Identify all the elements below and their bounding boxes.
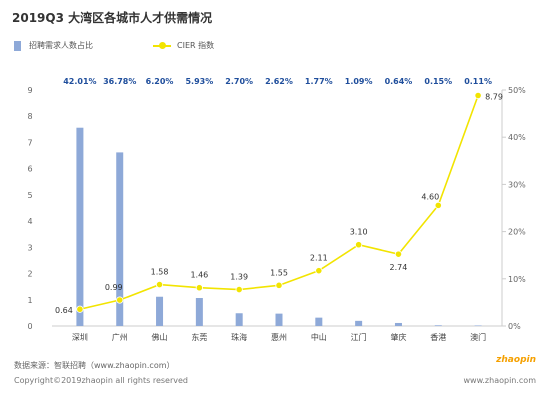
footer-url: www.zhaopin.com xyxy=(463,376,536,385)
bar-2 xyxy=(156,296,164,326)
zhaopin-logo: zhaopin xyxy=(496,355,536,365)
bar-9 xyxy=(434,325,442,326)
category-label: 深圳 xyxy=(72,332,88,342)
logo-accent: pin xyxy=(520,355,536,365)
cier-point-label: 1.39 xyxy=(230,273,248,282)
bar-value-label: 2.70% xyxy=(225,77,253,86)
bar-value-label: 0.15% xyxy=(424,77,452,86)
category-label: 广州 xyxy=(112,332,128,342)
cier-point xyxy=(235,285,243,294)
cier-point xyxy=(394,250,403,258)
category-label: 江门 xyxy=(351,332,367,342)
right-tick-label: 40% xyxy=(508,133,526,142)
category-label: 澳门 xyxy=(470,332,486,342)
bar-value-label: 42.01% xyxy=(63,77,96,86)
cier-point xyxy=(76,305,84,313)
bar-value-label: 5.93% xyxy=(185,77,213,86)
cier-point-label: 1.55 xyxy=(270,268,288,277)
bar-value-label: 1.77% xyxy=(305,77,333,86)
cier-point xyxy=(474,91,482,100)
category-label: 惠州 xyxy=(271,332,287,342)
legend-bar-label: 招聘需求人数占比 xyxy=(29,41,93,50)
copyright: Copyright©2019zhaopin all rights reserve… xyxy=(14,376,188,385)
bar-5 xyxy=(275,313,283,326)
cier-point-label: 2.74 xyxy=(390,263,408,272)
cier-point-label: 8.79 xyxy=(485,93,503,102)
category-label: 佛山 xyxy=(152,332,168,342)
bar-value-label: 1.09% xyxy=(345,77,373,86)
category-label: 香港 xyxy=(430,332,446,342)
chart-title: 2019Q3 大湾区各城市人才供需情况 xyxy=(12,11,213,25)
cier-point xyxy=(195,284,203,292)
cier-point xyxy=(116,296,124,304)
data-source: 数据来源：智联招聘（www.zhaopin.com） xyxy=(14,361,175,370)
bar-0 xyxy=(76,127,84,326)
left-tick-label: 0 xyxy=(27,322,32,331)
right-tick-label: 50% xyxy=(508,86,526,95)
cier-point-label: 1.58 xyxy=(151,268,169,277)
bar-value-label: 0.64% xyxy=(385,77,413,86)
cier-point-label: 3.10 xyxy=(350,228,368,237)
category-label: 中山 xyxy=(311,332,327,342)
right-tick-label: 10% xyxy=(508,275,526,284)
bar-1 xyxy=(116,152,124,326)
left-tick-label: 6 xyxy=(27,165,32,174)
legend-line-label: CIER 指数 xyxy=(177,41,215,50)
bar-value-label: 36.78% xyxy=(103,77,136,86)
logo-main: zhao xyxy=(496,355,521,365)
category-label: 珠海 xyxy=(231,332,247,342)
cier-point-label: 1.46 xyxy=(190,271,208,280)
cier-point-label: 4.60 xyxy=(421,192,439,201)
cier-point xyxy=(355,241,363,249)
left-tick-label: 8 xyxy=(27,112,32,121)
right-tick-label: 0% xyxy=(508,322,521,331)
left-tick-label: 7 xyxy=(27,138,32,147)
bar-7 xyxy=(355,320,363,326)
bar-value-label: 0.11% xyxy=(464,77,492,86)
cier-point-label: 0.64 xyxy=(55,306,73,315)
cier-point-label: 0.99 xyxy=(105,283,123,292)
cier-point xyxy=(315,267,323,275)
cier-point xyxy=(275,281,283,289)
bar-value-label: 2.62% xyxy=(265,77,293,86)
bar-4 xyxy=(235,313,243,326)
left-tick-label: 5 xyxy=(27,191,32,200)
left-tick-label: 3 xyxy=(27,243,32,252)
cier-point xyxy=(155,280,164,289)
legend-bar-swatch xyxy=(14,40,21,51)
bar-value-label: 6.20% xyxy=(146,77,174,86)
left-tick-label: 9 xyxy=(27,86,32,95)
category-label: 肇庆 xyxy=(390,332,406,342)
cier-point-label: 2.11 xyxy=(310,254,328,263)
category-label: 东莞 xyxy=(191,332,207,342)
bar-6 xyxy=(315,317,323,326)
bar-10 xyxy=(474,325,482,326)
legend-line-swatch xyxy=(153,41,171,49)
cier-point xyxy=(434,201,442,209)
left-tick-label: 1 xyxy=(27,296,32,305)
bar-3 xyxy=(195,298,203,326)
right-tick-label: 30% xyxy=(508,180,526,189)
bar-8 xyxy=(394,322,402,326)
left-tick-label: 4 xyxy=(27,217,32,226)
chart-legend: 招聘需求人数占比 CIER 指数 xyxy=(14,40,214,51)
left-tick-label: 2 xyxy=(27,270,32,279)
right-tick-label: 20% xyxy=(508,228,526,237)
